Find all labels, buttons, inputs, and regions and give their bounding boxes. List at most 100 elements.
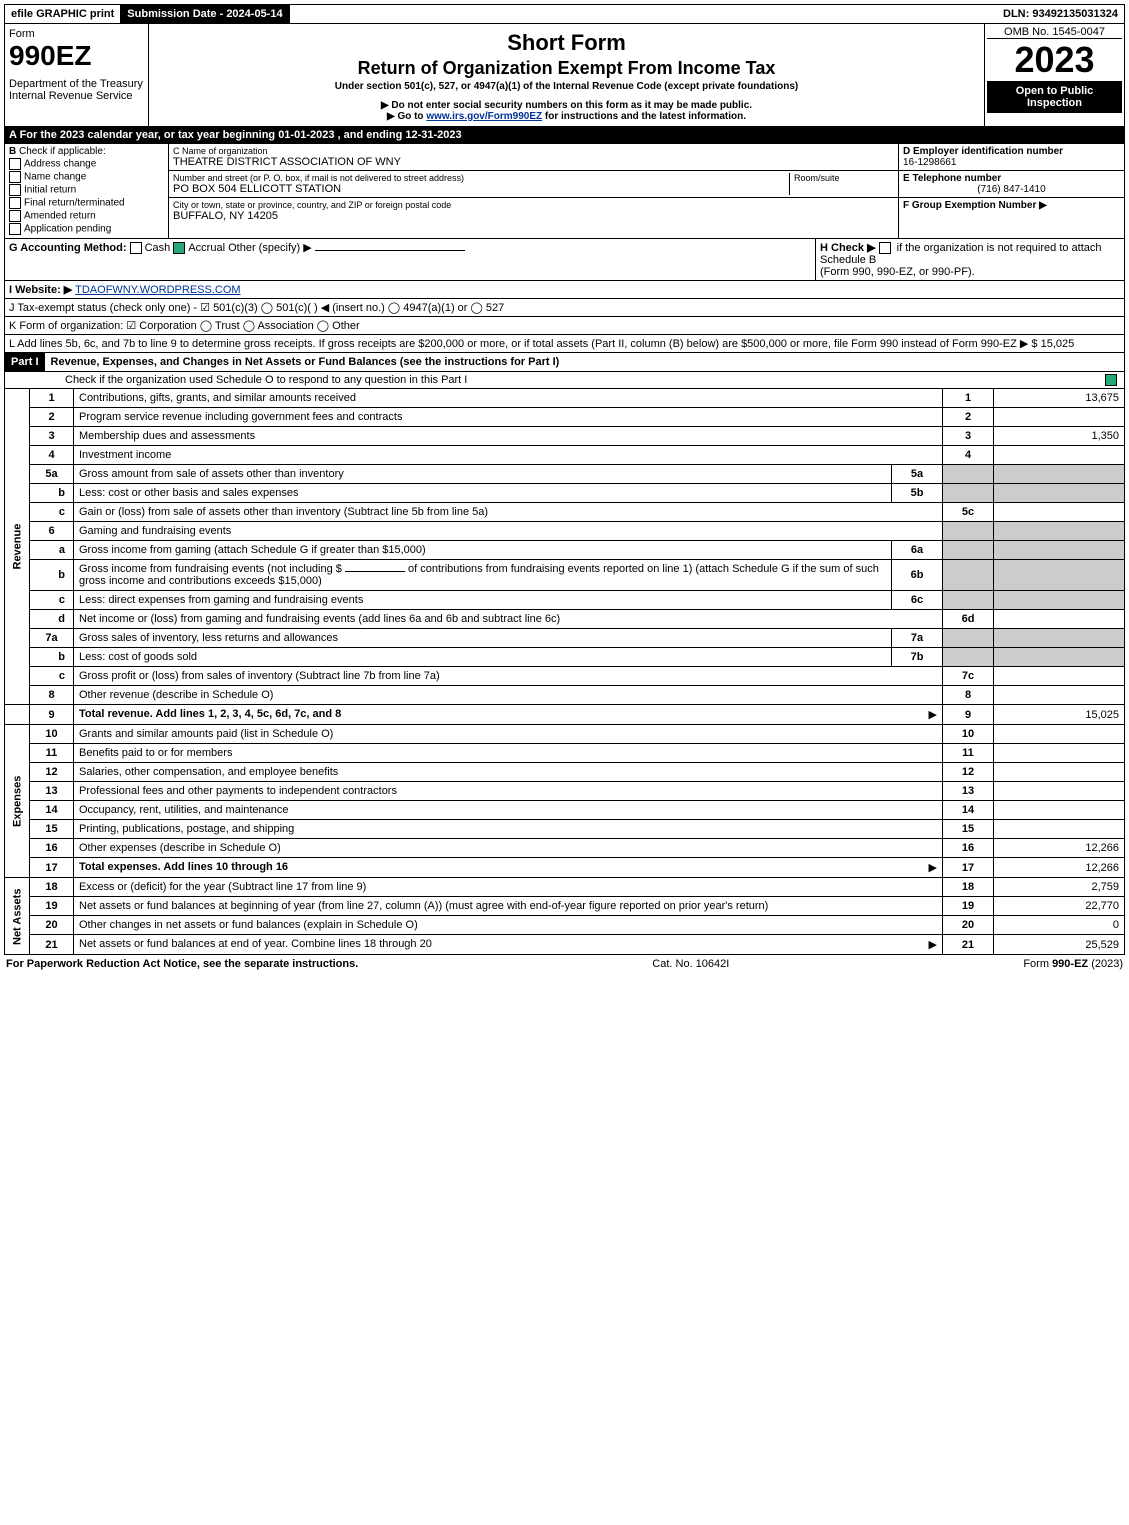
irs-link[interactable]: www.irs.gov/Form990EZ (426, 111, 542, 122)
desc: Salaries, other compensation, and employ… (79, 766, 338, 778)
ln: c (30, 591, 74, 610)
lbl-cash: Cash (145, 242, 171, 254)
shade (994, 522, 1125, 541)
netassets-label: Net Assets (5, 878, 30, 955)
footer-right-pre: Form (1023, 958, 1052, 970)
arrow-icon: ▶ (929, 938, 937, 951)
box: 3 (943, 427, 994, 446)
city: BUFFALO, NY 14205 (173, 210, 894, 222)
desc: Excess or (deficit) for the year (Subtra… (79, 881, 366, 893)
amt (994, 801, 1125, 820)
amt: 25,529 (994, 935, 1125, 955)
box: 8 (943, 686, 994, 705)
l-value: 15,025 (1041, 338, 1075, 350)
lbl-amended-return: Amended return (24, 211, 96, 222)
box: 4 (943, 446, 994, 465)
desc: Contributions, gifts, grants, and simila… (79, 392, 356, 404)
inner-box: 6c (892, 591, 943, 610)
box: 20 (943, 916, 994, 935)
chk-accrual[interactable] (173, 242, 185, 254)
table-row: c Less: direct expenses from gaming and … (5, 591, 1125, 610)
expenses-label: Expenses (5, 725, 30, 878)
amt: 15,025 (994, 705, 1125, 725)
chk-amended-return[interactable] (9, 210, 21, 222)
table-row: b Less: cost of goods sold 7b (5, 648, 1125, 667)
desc: Less: cost or other basis and sales expe… (79, 487, 299, 499)
desc: Less: direct expenses from gaming and fu… (79, 594, 363, 606)
ln: 17 (30, 858, 74, 878)
other-method-input[interactable] (315, 250, 465, 251)
ln: 21 (30, 935, 74, 955)
chk-address-change[interactable] (9, 158, 21, 170)
shade (994, 560, 1125, 591)
blank-6b[interactable] (345, 571, 405, 572)
k-text: K Form of organization: ☑ Corporation ◯ … (5, 317, 364, 334)
website-link[interactable]: TDAOFWNY.WORDPRESS.COM (75, 284, 240, 296)
irs-label: Internal Revenue Service (9, 90, 144, 102)
desc: Total expenses. Add lines 10 through 16 (79, 861, 288, 873)
ln: c (30, 667, 74, 686)
ln: 7a (30, 629, 74, 648)
chk-final-return[interactable] (9, 197, 21, 209)
box: 2 (943, 408, 994, 427)
ln: 2 (30, 408, 74, 427)
i-label: I Website: ▶ (9, 284, 72, 296)
lbl-final-return: Final return/terminated (24, 198, 125, 209)
shade (943, 591, 994, 610)
ln: 5a (30, 465, 74, 484)
footer-right-post: (2023) (1088, 958, 1123, 970)
section-c: C Name of organization THEATRE DISTRICT … (169, 144, 898, 238)
note-goto-pre: ▶ Go to (387, 111, 426, 122)
desc: Investment income (79, 449, 171, 461)
table-row: 11Benefits paid to or for members11 (5, 744, 1125, 763)
ln: b (30, 560, 74, 591)
desc: Other changes in net assets or fund bala… (79, 919, 418, 931)
h-label: H Check ▶ (820, 242, 876, 254)
box: 7c (943, 667, 994, 686)
amt: 12,266 (994, 839, 1125, 858)
amt: 13,675 (994, 389, 1125, 408)
omb-no: OMB No. 1545-0047 (987, 26, 1122, 39)
desc: Total revenue. Add lines 1, 2, 3, 4, 5c,… (79, 708, 341, 720)
chk-schedule-o[interactable] (1105, 374, 1117, 386)
note-goto: ▶ Go to www.irs.gov/Form990EZ for instru… (157, 111, 976, 122)
footer-right: Form 990-EZ (2023) (1023, 958, 1123, 970)
chk-cash[interactable] (130, 242, 142, 254)
c-label: C Name of organization (173, 146, 894, 156)
chk-initial-return[interactable] (9, 184, 21, 196)
box: 13 (943, 782, 994, 801)
lbl-address-change: Address change (24, 159, 96, 170)
part1-label: Part I (5, 353, 45, 371)
section-def: D Employer identification number16-12986… (898, 144, 1124, 238)
box: 18 (943, 878, 994, 897)
table-row: a Gross income from gaming (attach Sched… (5, 541, 1125, 560)
table-row: Net Assets 18Excess or (deficit) for the… (5, 878, 1125, 897)
amt (994, 744, 1125, 763)
shade (994, 591, 1125, 610)
form-header: Form 990EZ Department of the Treasury In… (4, 24, 1125, 127)
chk-name-change[interactable] (9, 171, 21, 183)
amt (994, 725, 1125, 744)
ln: d (30, 610, 74, 629)
chk-schedule-b[interactable] (879, 242, 891, 254)
desc: Gain or (loss) from sale of assets other… (79, 506, 488, 518)
amt: 12,266 (994, 858, 1125, 878)
table-row: c Gross profit or (loss) from sales of i… (5, 667, 1125, 686)
d-label: D Employer identification number (903, 146, 1063, 157)
lbl-initial-return: Initial return (24, 185, 76, 196)
table-row: 4 Investment income 4 (5, 446, 1125, 465)
dept-label: Department of the Treasury (9, 78, 144, 90)
chk-application-pending[interactable] (9, 223, 21, 235)
desc: Benefits paid to or for members (79, 747, 232, 759)
l-text: L Add lines 5b, 6c, and 7b to line 9 to … (9, 338, 1017, 350)
arrow-icon: ▶ (929, 861, 937, 874)
table-row: 2 Program service revenue including gove… (5, 408, 1125, 427)
tax-year: 2023 (987, 39, 1122, 81)
footer-mid: Cat. No. 10642I (652, 958, 729, 970)
amt (994, 610, 1125, 629)
shade (943, 648, 994, 667)
lbl-accrual: Accrual (188, 242, 225, 254)
form-label: Form (9, 28, 144, 40)
e-label: E Telephone number (903, 173, 1001, 184)
shade (943, 484, 994, 503)
